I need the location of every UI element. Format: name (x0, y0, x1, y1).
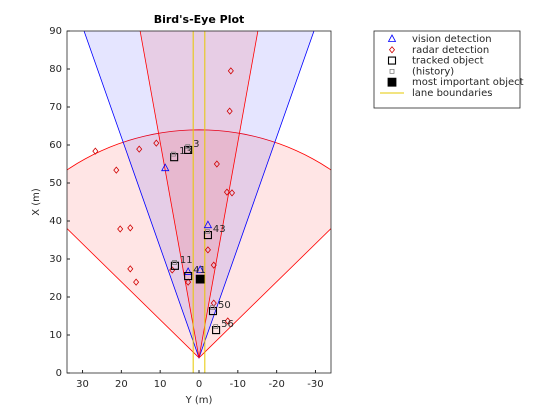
marker (184, 272, 193, 281)
track-label: 11 (180, 255, 193, 266)
marker (227, 67, 234, 75)
y-tick-label: 80 (49, 64, 62, 75)
legend-label: radar detection (412, 45, 489, 56)
y-tick-label: 70 (49, 102, 62, 113)
y-tick-label: 20 (49, 292, 62, 303)
marker (127, 224, 134, 232)
marker (195, 274, 205, 284)
marker (127, 265, 134, 273)
marker (172, 260, 177, 265)
legend-label: tracked object (412, 56, 484, 67)
marker (203, 220, 213, 229)
y-axis-label: X (m) (31, 188, 42, 216)
marker (203, 231, 212, 240)
coverage-area (83, 31, 315, 360)
marker (228, 189, 236, 197)
x-tick-label: -30 (307, 379, 323, 390)
marker (153, 139, 160, 147)
marker (210, 305, 215, 311)
marker (210, 261, 217, 269)
marker (170, 151, 176, 157)
marker (208, 307, 218, 316)
track-label: 3 (193, 139, 199, 150)
marker (184, 145, 193, 154)
y-tick-label: 10 (49, 330, 62, 341)
marker (387, 56, 397, 65)
coverage-layer (67, 31, 331, 360)
marker (205, 229, 210, 235)
marker (133, 278, 140, 286)
x-tick-label: 0 (196, 379, 202, 390)
track-label: 13 (179, 146, 192, 157)
plot-area (67, 31, 331, 373)
marker (224, 317, 231, 325)
legend-label: vision detection (412, 34, 492, 45)
marker (210, 299, 217, 307)
marker (185, 144, 191, 149)
marker (185, 278, 192, 286)
track-label: 43 (213, 224, 226, 235)
x-tick-label: 10 (154, 379, 167, 390)
marker (387, 34, 397, 42)
marker (92, 147, 99, 155)
coverage-area (67, 129, 331, 359)
marker (226, 107, 233, 115)
track-label: 56 (221, 319, 234, 330)
x-tick-label: 20 (115, 379, 128, 390)
y-tick-label: 50 (49, 178, 62, 189)
marker (388, 46, 396, 54)
marker (212, 326, 221, 335)
x-axis-label: Y (m) (185, 395, 213, 406)
track-label: 50 (218, 300, 231, 311)
y-tick-label: 90 (49, 26, 62, 37)
marker (223, 188, 230, 196)
y-tick-label: 30 (49, 254, 62, 265)
y-tick-label: 0 (56, 368, 62, 379)
track-label: 41 (193, 265, 206, 276)
y-tick-label: 60 (49, 140, 62, 151)
marker (170, 261, 179, 270)
marker (204, 246, 211, 254)
marker (213, 160, 220, 168)
legend (373, 30, 521, 109)
legend-label: (history) (412, 66, 454, 77)
marker (389, 69, 395, 74)
y-tick-label: 40 (49, 216, 62, 227)
legend-label: lane boundaries (412, 88, 492, 99)
marker (113, 166, 120, 174)
legend-label: most important object (412, 77, 524, 88)
x-tick-label: 30 (76, 379, 89, 390)
marker (183, 267, 193, 275)
marker (136, 145, 143, 153)
marker (195, 265, 205, 273)
marker (213, 324, 219, 330)
marker (161, 163, 170, 172)
marker (117, 225, 124, 233)
marker (387, 77, 397, 87)
x-tick-label: -20 (268, 379, 284, 390)
chart-title: Bird's-Eye Plot (154, 13, 245, 26)
x-tick-label: -10 (230, 379, 246, 390)
